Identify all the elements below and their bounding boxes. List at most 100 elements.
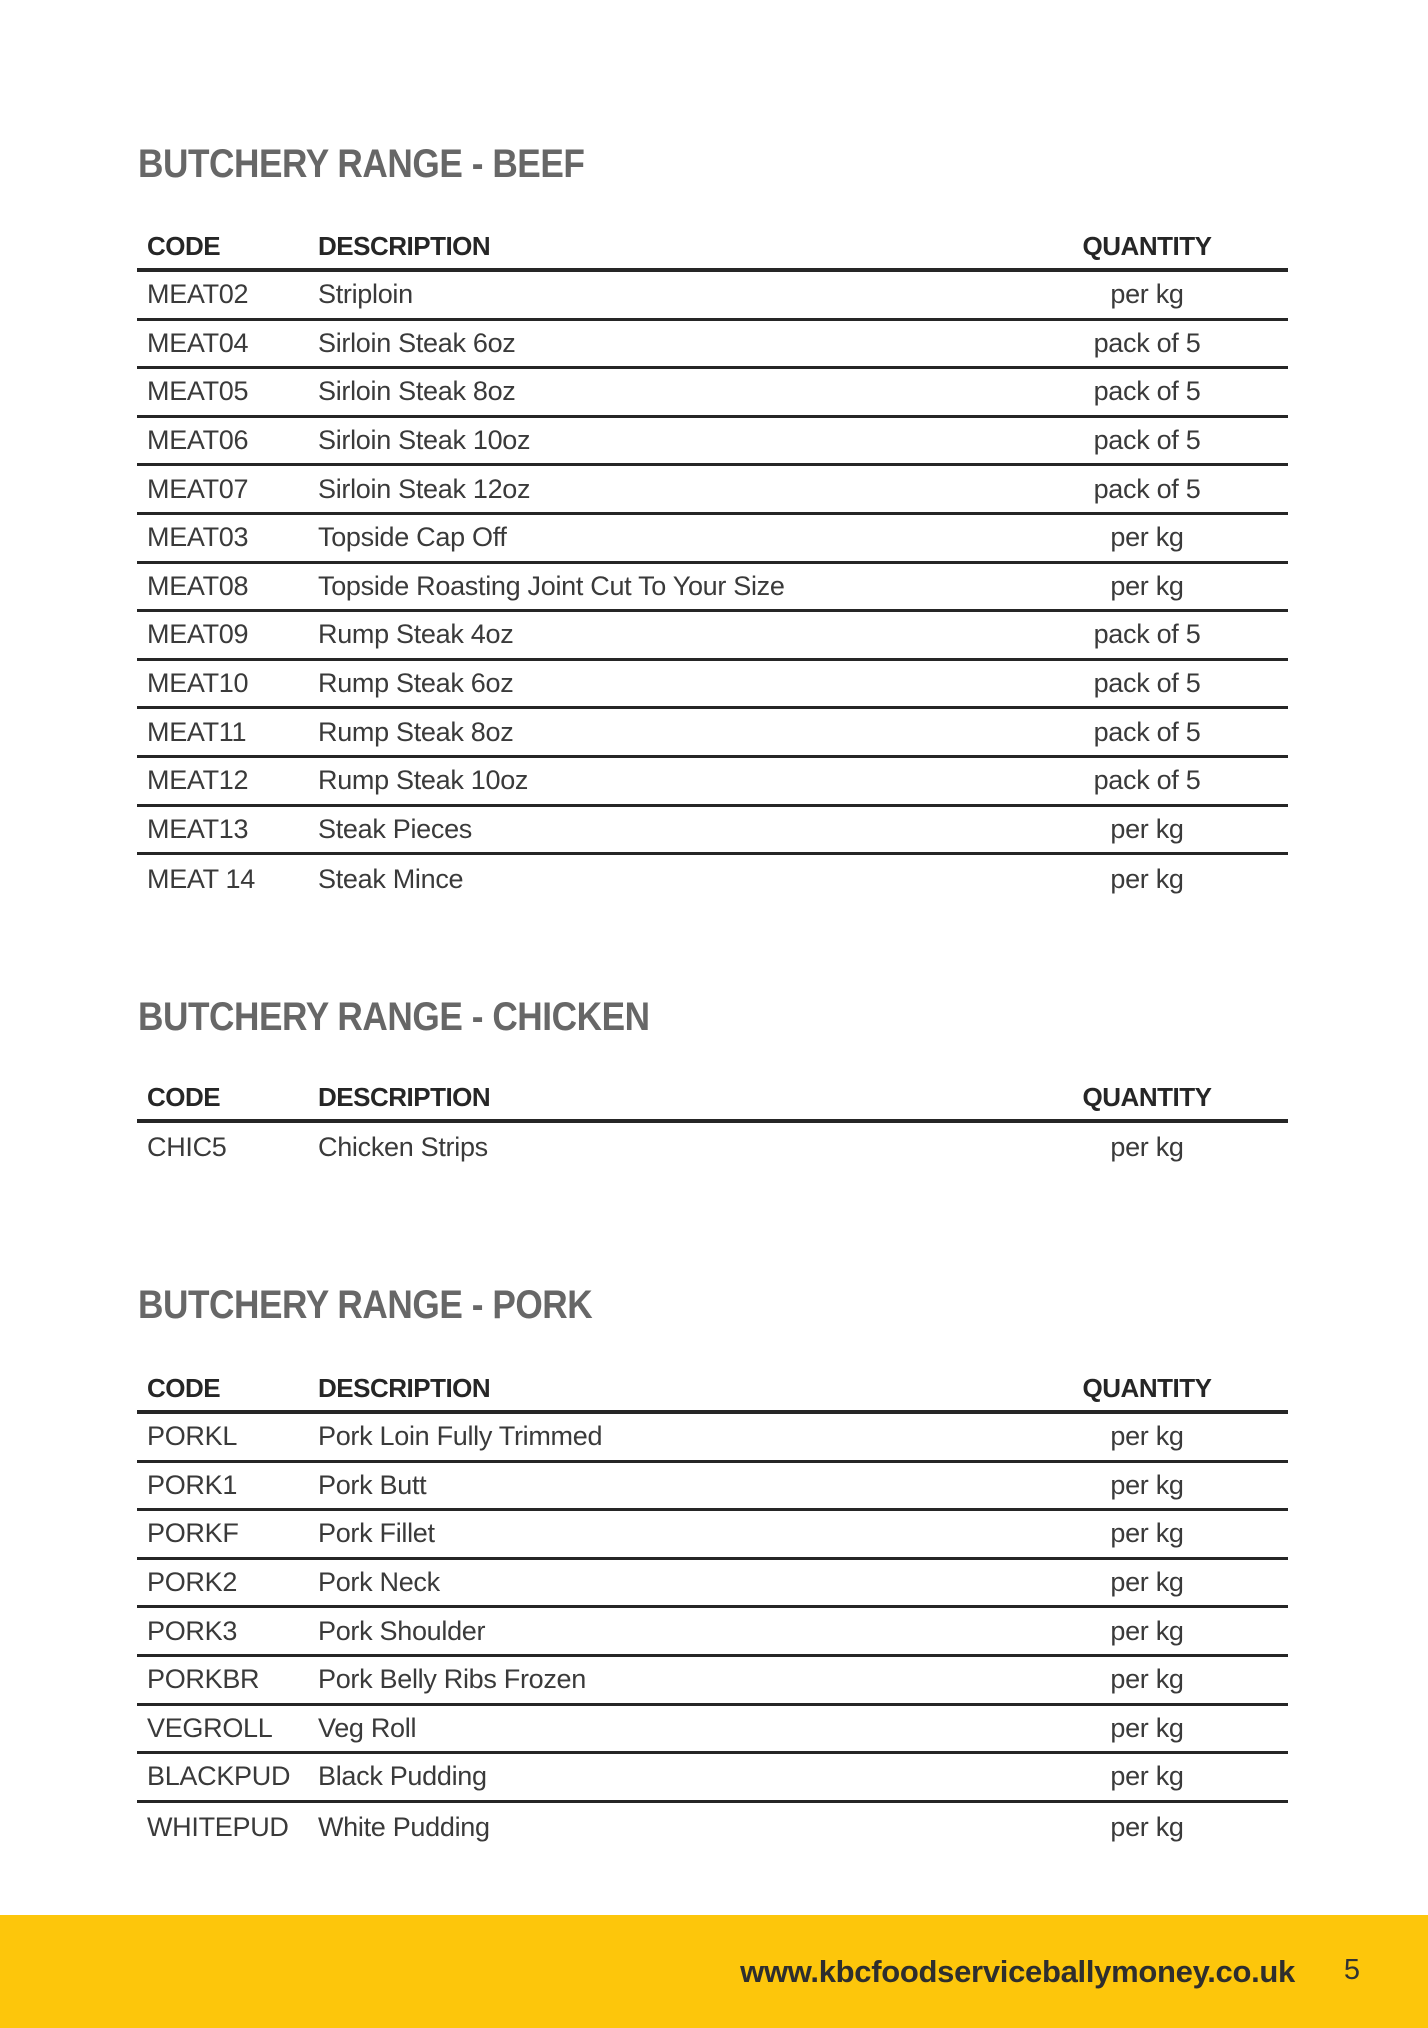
quantity-cell: per kg: [1006, 564, 1288, 613]
code-cell: BLACKPUD: [137, 1754, 318, 1803]
description-cell: Chicken Strips: [318, 1131, 488, 1162]
description-cell: Sirloin Steak 10oz: [318, 418, 1006, 467]
quantity-cell: per kg: [1006, 1754, 1288, 1803]
table-row: PORK3 Pork Shoulder per kg: [137, 1608, 1288, 1657]
description-column-header: DESCRIPTION: [318, 231, 1006, 272]
table-row: MEAT10 Rump Steak 6oz pack of 5: [137, 661, 1288, 710]
table-row: MEAT04 Sirloin Steak 6oz pack of 5: [137, 321, 1288, 370]
code-cell: MEAT09: [137, 612, 318, 661]
table-row: MEAT05 Sirloin Steak 8oz pack of 5: [137, 369, 1288, 418]
code-cell: MEAT11: [137, 709, 318, 758]
code-cell: MEAT13: [137, 807, 318, 856]
table-row: PORKBR Pork Belly Ribs Frozen per kg: [137, 1657, 1288, 1706]
quantity-column-header: QUANTITY: [1006, 1373, 1288, 1414]
code-cell: VEGROLL: [137, 1706, 318, 1755]
table-row: MEAT 14 Steak Mince per kg: [137, 855, 1288, 904]
quantity-cell: pack of 5: [1006, 612, 1288, 661]
description-column-header: DESCRIPTION: [318, 1082, 1006, 1123]
description-column-header: DESCRIPTION: [318, 1373, 1006, 1414]
code-cell: MEAT10: [137, 661, 318, 710]
quantity-column-header: QUANTITY: [1006, 231, 1288, 272]
description-cell: Steak Pieces: [318, 807, 1006, 856]
table-row: MEAT13 Steak Pieces per kg: [137, 807, 1288, 856]
description-cell: Steak Mince: [318, 863, 464, 894]
description-cell: Topside Roasting Joint Cut To Your Size: [318, 564, 1006, 613]
description-cell: Pork Belly Ribs Frozen: [318, 1657, 1006, 1706]
quantity-cell: per kg: [1110, 863, 1184, 894]
table-row: BLACKPUD Black Pudding per kg: [137, 1754, 1288, 1803]
description-cell: Pork Shoulder: [318, 1608, 1006, 1657]
quantity-cell: pack of 5: [1006, 661, 1288, 710]
quantity-cell: per kg: [1006, 807, 1288, 856]
quantity-cell: pack of 5: [1006, 758, 1288, 807]
quantity-cell: pack of 5: [1006, 418, 1288, 467]
description-cell: Black Pudding: [318, 1754, 1006, 1803]
section-title-pork: BUTCHERY RANGE - PORK: [138, 1283, 593, 1327]
description-cell: Rump Steak 10oz: [318, 758, 1006, 807]
pork-table: CODE DESCRIPTION QUANTITY PORKL Pork Loi…: [137, 1373, 1288, 1851]
table-row: MEAT12 Rump Steak 10oz pack of 5: [137, 758, 1288, 807]
quantity-cell: per kg: [1006, 1706, 1288, 1755]
table-row: MEAT07 Sirloin Steak 12oz pack of 5: [137, 466, 1288, 515]
section-title-chicken: BUTCHERY RANGE - CHICKEN: [138, 995, 650, 1039]
code-cell: MEAT07: [137, 466, 318, 515]
section-title-beef: BUTCHERY RANGE - BEEF: [138, 142, 585, 186]
description-cell: Veg Roll: [318, 1706, 1006, 1755]
table-row: MEAT02 Striploin per kg: [137, 272, 1288, 321]
description-cell: Pork Loin Fully Trimmed: [318, 1414, 1006, 1463]
quantity-cell: per kg: [1006, 1657, 1288, 1706]
code-cell: MEAT03: [137, 515, 318, 564]
table-row: VEGROLL Veg Roll per kg: [137, 1706, 1288, 1755]
quantity-cell: per kg: [1006, 1608, 1288, 1657]
table-row: PORKL Pork Loin Fully Trimmed per kg: [137, 1414, 1288, 1463]
table-header-row: CODE DESCRIPTION QUANTITY: [137, 1082, 1288, 1123]
description-cell: Rump Steak 4oz: [318, 612, 1006, 661]
code-cell: MEAT12: [137, 758, 318, 807]
table-header-row: CODE DESCRIPTION QUANTITY: [137, 1373, 1288, 1414]
description-cell: Pork Neck: [318, 1560, 1006, 1609]
code-cell: CHIC5: [147, 1131, 227, 1162]
beef-table: CODE DESCRIPTION QUANTITY MEAT02 Striplo…: [137, 231, 1288, 904]
description-cell: Sirloin Steak 12oz: [318, 466, 1006, 515]
table-header-row: CODE DESCRIPTION QUANTITY: [137, 231, 1288, 272]
table-row: PORK1 Pork Butt per kg: [137, 1463, 1288, 1512]
table-row: MEAT06 Sirloin Steak 10oz pack of 5: [137, 418, 1288, 467]
description-cell: Sirloin Steak 8oz: [318, 369, 1006, 418]
code-column-header: CODE: [137, 1373, 318, 1414]
description-cell: Rump Steak 8oz: [318, 709, 1006, 758]
table-row: CHIC5 Chicken Strips per kg: [137, 1123, 1288, 1172]
table-row: WHITEPUD White Pudding per kg: [137, 1803, 1288, 1852]
code-column-header: CODE: [137, 1082, 318, 1123]
code-cell: PORKL: [137, 1414, 318, 1463]
quantity-cell: per kg: [1006, 1463, 1288, 1512]
quantity-cell: per kg: [1006, 1560, 1288, 1609]
description-cell: Striploin: [318, 272, 1006, 321]
table-row: MEAT09 Rump Steak 4oz pack of 5: [137, 612, 1288, 661]
code-cell: MEAT05: [137, 369, 318, 418]
table-row: PORK2 Pork Neck per kg: [137, 1560, 1288, 1609]
table-row: MEAT11 Rump Steak 8oz pack of 5: [137, 709, 1288, 758]
description-cell: Pork Fillet: [318, 1511, 1006, 1560]
chicken-table: CODE DESCRIPTION QUANTITY CHIC5 Chicken …: [137, 1082, 1288, 1172]
code-cell: MEAT02: [137, 272, 318, 321]
quantity-cell: per kg: [1006, 515, 1288, 564]
quantity-cell: per kg: [1110, 1131, 1184, 1162]
page-number: 5: [1343, 1954, 1360, 1986]
description-cell: Sirloin Steak 6oz: [318, 321, 1006, 370]
code-cell: MEAT06: [137, 418, 318, 467]
description-cell: Topside Cap Off: [318, 515, 1006, 564]
table-row: PORKF Pork Fillet per kg: [137, 1511, 1288, 1560]
code-cell: PORKBR: [137, 1657, 318, 1706]
code-cell: PORK2: [137, 1560, 318, 1609]
code-column-header: CODE: [137, 231, 318, 272]
quantity-cell: per kg: [1110, 1811, 1184, 1842]
quantity-cell: per kg: [1006, 272, 1288, 321]
quantity-cell: pack of 5: [1006, 321, 1288, 370]
code-cell: PORKF: [137, 1511, 318, 1560]
quantity-column-header: QUANTITY: [1006, 1082, 1288, 1123]
quantity-cell: pack of 5: [1006, 466, 1288, 515]
quantity-cell: pack of 5: [1006, 369, 1288, 418]
footer-website-url: www.kbcfoodserviceballymoney.co.uk: [740, 1954, 1295, 1989]
code-cell: WHITEPUD: [147, 1811, 289, 1842]
code-cell: MEAT08: [137, 564, 318, 613]
